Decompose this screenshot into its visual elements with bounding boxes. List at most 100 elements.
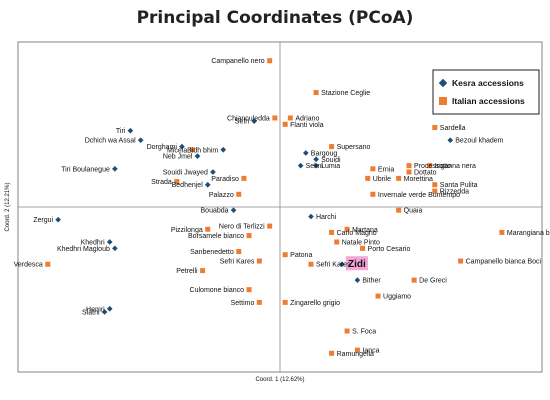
point-paradiso xyxy=(241,175,247,181)
label-uggiamo: Uggiamo xyxy=(383,294,411,301)
point-patona xyxy=(282,252,288,258)
point-adriano xyxy=(287,115,293,121)
point-chianculedda xyxy=(272,115,278,121)
point-souidi-jwayed xyxy=(210,169,216,175)
label-sefri-kares: Sefri Kares xyxy=(220,259,255,266)
label-bidh-bhim: Bidh bhim xyxy=(187,147,218,154)
point-sefri xyxy=(251,118,258,124)
point-tiri xyxy=(127,127,134,134)
label-bouabda: Bouabda xyxy=(201,208,229,215)
point-bidh-bhim xyxy=(220,146,227,153)
point-sardella xyxy=(432,125,438,130)
label-sefri-kares-2: Sefri Kares xyxy=(316,262,351,269)
point-bargoug xyxy=(302,150,309,156)
label-dchich-wa-assal: Dchich wa Assal xyxy=(85,138,136,145)
label-rizzedda: Rizzedda xyxy=(440,189,469,196)
point-dottato xyxy=(406,169,412,175)
label-processotto: Processotto xyxy=(414,163,451,170)
point-campanello-bianca-boci xyxy=(458,258,464,264)
label-ramungella: Ramungella xyxy=(337,351,374,358)
point-processotto xyxy=(406,163,412,169)
point-khedhri xyxy=(106,239,113,245)
label-de-greci: De Greci xyxy=(419,278,447,285)
label-sefri: Sefri xyxy=(235,119,250,126)
label-verdesca: Verdesca xyxy=(14,262,43,269)
label-santa-pulita: Santa Pulita xyxy=(440,182,478,189)
label-nero-di-terlizzi: Nero di Terlizzi xyxy=(219,224,265,231)
label-dorghami: Dorghami xyxy=(147,144,178,151)
point-rizzedda xyxy=(432,188,438,194)
point-sanbenedetto xyxy=(236,249,242,255)
point-zingarello-grigio xyxy=(282,299,288,305)
point-santa-pulita xyxy=(432,182,438,188)
label-ianca: Ianca xyxy=(362,348,379,355)
point-tiri-boulanegue xyxy=(112,166,118,172)
data-points xyxy=(45,58,505,356)
point-dorghami xyxy=(179,143,185,150)
point-quaia xyxy=(396,207,402,213)
label-tiri-boulanegue: Tiri Boulanegue xyxy=(61,166,110,173)
point-inganna-nera xyxy=(427,163,433,169)
label-zidi: Zidi xyxy=(348,259,366,270)
legend-italian-marker xyxy=(439,97,447,105)
label-ernia: Ernia xyxy=(378,166,394,173)
label-inganna-nera: Inganna nera xyxy=(435,163,476,170)
label-porto-cesario: Porto Cesario xyxy=(368,246,411,253)
point-lumia xyxy=(313,162,319,169)
point-bither xyxy=(354,277,361,283)
label-khedhri-magloub: Khedhri Magloub xyxy=(57,246,110,253)
label-carlo-magno: Carlo Magno xyxy=(337,230,377,237)
point-uggiamo xyxy=(375,293,381,299)
label-settimo: Settimo xyxy=(231,300,255,307)
legend-kesra-marker xyxy=(438,78,448,88)
label-palazzo: Palazzo xyxy=(209,192,234,199)
label-zergui: Zergui xyxy=(33,217,53,224)
point-petrelli xyxy=(200,268,206,274)
legend-italian-label: Italian accessions xyxy=(452,96,525,106)
point-harchi xyxy=(308,213,314,220)
label-sanbenedetto: Sanbenedetto xyxy=(190,249,234,256)
label-campanello-nero: Campanello nero xyxy=(211,58,264,65)
label-marangiana-bianca: Marangiana bianca xyxy=(507,230,550,237)
label-bezoul-khadem: Bezoul khadem xyxy=(455,138,503,145)
point-ubrile xyxy=(365,175,371,181)
point-khedhri-magloub xyxy=(112,245,118,252)
point-micela xyxy=(189,147,195,153)
point-s-foca xyxy=(344,328,350,334)
x-axis-label: Coord. 1 (12.62%) xyxy=(255,377,304,383)
point-bouabda xyxy=(230,207,237,214)
label-zingarello-grigio: Zingarello grigio xyxy=(290,300,340,307)
label-ubrile: Ubrile xyxy=(373,176,391,183)
label-strada: Strada xyxy=(151,179,172,186)
point-labels: Tiri Dchich wa Assal Tiri Boulanegue Dorgha… xyxy=(14,58,550,358)
point-ernia xyxy=(370,166,376,172)
point-settimo xyxy=(256,299,262,305)
chart-title: Principal Coordinates (PCoA) xyxy=(136,8,414,28)
label-bither: Bither xyxy=(362,278,381,285)
label-dottato: Dottato xyxy=(414,170,437,177)
point-pizzilonga xyxy=(205,226,211,232)
label-martana: Martana xyxy=(352,227,378,234)
label-bedhenjel: Bedhenjel xyxy=(172,182,204,189)
label-neb-jmel: Neb Jmel xyxy=(163,154,193,161)
label-souidi: Souidi xyxy=(321,157,341,164)
label-slatni: Slatni xyxy=(82,309,100,316)
point-stazione-ceglie xyxy=(313,90,319,96)
point-bedhenjel xyxy=(204,181,211,188)
point-dchich-wa-assal xyxy=(137,137,144,144)
label-stazione-ceglie: Stazione Ceglie xyxy=(321,90,370,97)
label-supersano: Supersano xyxy=(337,144,371,151)
label-sekni: Sekni xyxy=(306,163,324,170)
point-flanti-viola xyxy=(282,121,288,127)
point-invernale-verde-buntempo xyxy=(370,191,376,197)
legend: Kesra accessions Italian accessions xyxy=(432,69,540,115)
label-adriano: Adriano xyxy=(295,115,319,122)
label-micela: Micela xyxy=(167,147,187,154)
label-chianculedda: Chianculedda xyxy=(227,115,270,122)
label-petrelli: Petrelli xyxy=(176,268,198,275)
point-natale-pinto xyxy=(334,239,340,245)
point-de-greci xyxy=(411,277,417,283)
label-hemri: Hemri xyxy=(86,306,105,313)
label-khedhri: Khedhri xyxy=(81,239,106,246)
